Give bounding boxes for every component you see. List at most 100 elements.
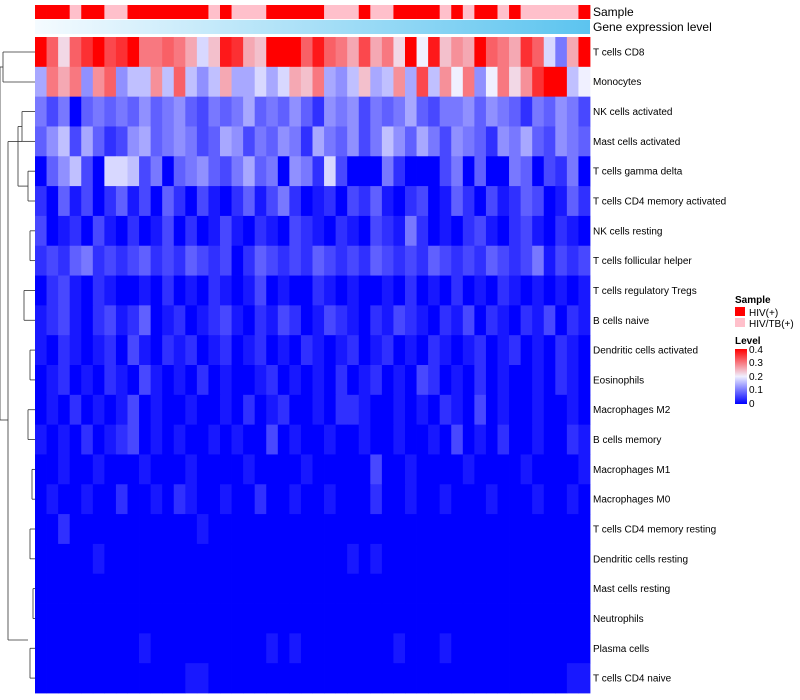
heatmap-cell <box>243 66 256 98</box>
heatmap-cell <box>497 394 510 426</box>
heatmap-cell <box>46 484 59 515</box>
heatmap-cell <box>162 394 175 426</box>
heatmap-cell <box>312 633 325 664</box>
heatmap-cell <box>300 126 313 157</box>
heatmap-cell <box>520 365 533 396</box>
heatmap-cell <box>393 543 406 575</box>
heatmap-cell <box>220 186 232 217</box>
heatmap-cell <box>439 603 452 634</box>
heatmap-cell <box>566 573 579 604</box>
heatmap-cell <box>474 66 487 98</box>
heatmap-cell <box>520 573 533 604</box>
heatmap-cell <box>485 305 498 336</box>
heatmap-cell <box>208 215 221 247</box>
heatmap-cell <box>474 126 487 157</box>
heatmap-cell <box>497 365 510 396</box>
heatmap-cell <box>289 215 302 247</box>
heatmap-cell <box>243 424 256 455</box>
heatmap-cell <box>324 66 337 98</box>
heatmap-cell <box>139 126 152 157</box>
heatmap-cell <box>497 663 510 694</box>
heatmap-cell <box>69 663 82 694</box>
heatmap-cell <box>555 663 568 694</box>
heatmap-cell <box>243 365 256 396</box>
heatmap-cell <box>139 365 152 396</box>
heatmap-cell <box>104 454 117 485</box>
heatmap-cell <box>381 37 394 68</box>
heatmap-cell <box>46 663 59 694</box>
heatmap-cell <box>370 543 383 575</box>
heatmap-cell <box>254 215 267 247</box>
heatmap-cell <box>416 186 429 217</box>
heatmap-cell <box>266 514 279 545</box>
heatmap-cell <box>451 335 464 366</box>
heatmap-cell <box>532 394 545 426</box>
sample-cell <box>300 5 313 19</box>
heatmap-cell <box>35 543 47 575</box>
heatmap-cell <box>347 394 360 426</box>
heatmap-cell <box>208 126 221 157</box>
heatmap-cell <box>81 156 94 187</box>
heatmap-cell <box>358 573 371 604</box>
heatmap-cell <box>254 394 267 426</box>
heatmap-cell <box>220 215 232 247</box>
heatmap-cell <box>335 156 348 187</box>
heatmap-cell <box>578 335 591 366</box>
heatmap-cell <box>139 305 152 336</box>
heatmap-cell <box>208 484 221 515</box>
sample-cell <box>520 5 533 19</box>
heatmap-cell <box>92 514 105 545</box>
sample-cell <box>58 5 71 19</box>
heatmap-cell <box>555 156 568 187</box>
heatmap-cell <box>439 454 452 485</box>
heatmap-cell <box>485 365 498 396</box>
row-label: Macrophages M1 <box>593 465 671 476</box>
heatmap-cell <box>497 603 510 634</box>
heatmap-cell <box>208 275 221 306</box>
heatmap-cell <box>347 484 360 515</box>
heatmap-cell <box>393 66 406 98</box>
heatmap-cell <box>185 603 198 634</box>
heatmap-cell <box>381 126 394 157</box>
heatmap-cell <box>162 454 175 485</box>
heatmap-cell <box>162 37 175 68</box>
heatmap-cell <box>196 275 209 306</box>
heatmap-cell <box>381 573 394 604</box>
heatmap-cell <box>208 335 221 366</box>
heatmap-cell <box>485 186 498 217</box>
heatmap-cell <box>127 514 140 545</box>
heatmap-cell <box>139 424 152 455</box>
heatmap-cell <box>300 633 313 664</box>
heatmap-cell <box>566 66 579 98</box>
heatmap-cell <box>162 275 175 306</box>
heatmap-cell <box>370 663 383 694</box>
heatmap-cell <box>405 454 417 485</box>
heatmap-cell <box>127 394 140 426</box>
heatmap-cell <box>347 663 360 694</box>
heatmap-cell <box>509 365 522 396</box>
heatmap-cell <box>405 305 417 336</box>
heatmap-cell <box>462 275 475 306</box>
heatmap-cell <box>243 573 256 604</box>
heatmap-cell <box>520 275 533 306</box>
legend-swatch-hiv <box>735 307 745 316</box>
heatmap-cell <box>416 275 429 306</box>
heatmap-cell <box>69 514 82 545</box>
heatmap-cell <box>115 37 128 68</box>
heatmap-cell <box>509 394 522 426</box>
heatmap-cell <box>150 245 163 276</box>
heatmap-cell <box>35 245 47 276</box>
heatmap-cell <box>578 454 591 485</box>
heatmap-cell <box>335 186 348 217</box>
heatmap-cell <box>462 96 475 127</box>
heatmap-cell <box>220 573 232 604</box>
heatmap-cell <box>139 484 152 515</box>
heatmap-cell <box>497 454 510 485</box>
heatmap-cell <box>58 156 71 187</box>
heatmap-cell <box>335 275 348 306</box>
heatmap-cell <box>485 215 498 247</box>
heatmap-cell <box>428 96 441 127</box>
heatmap-cell <box>92 484 105 515</box>
heatmap-cell <box>69 96 82 127</box>
heatmap-cell <box>81 603 94 634</box>
